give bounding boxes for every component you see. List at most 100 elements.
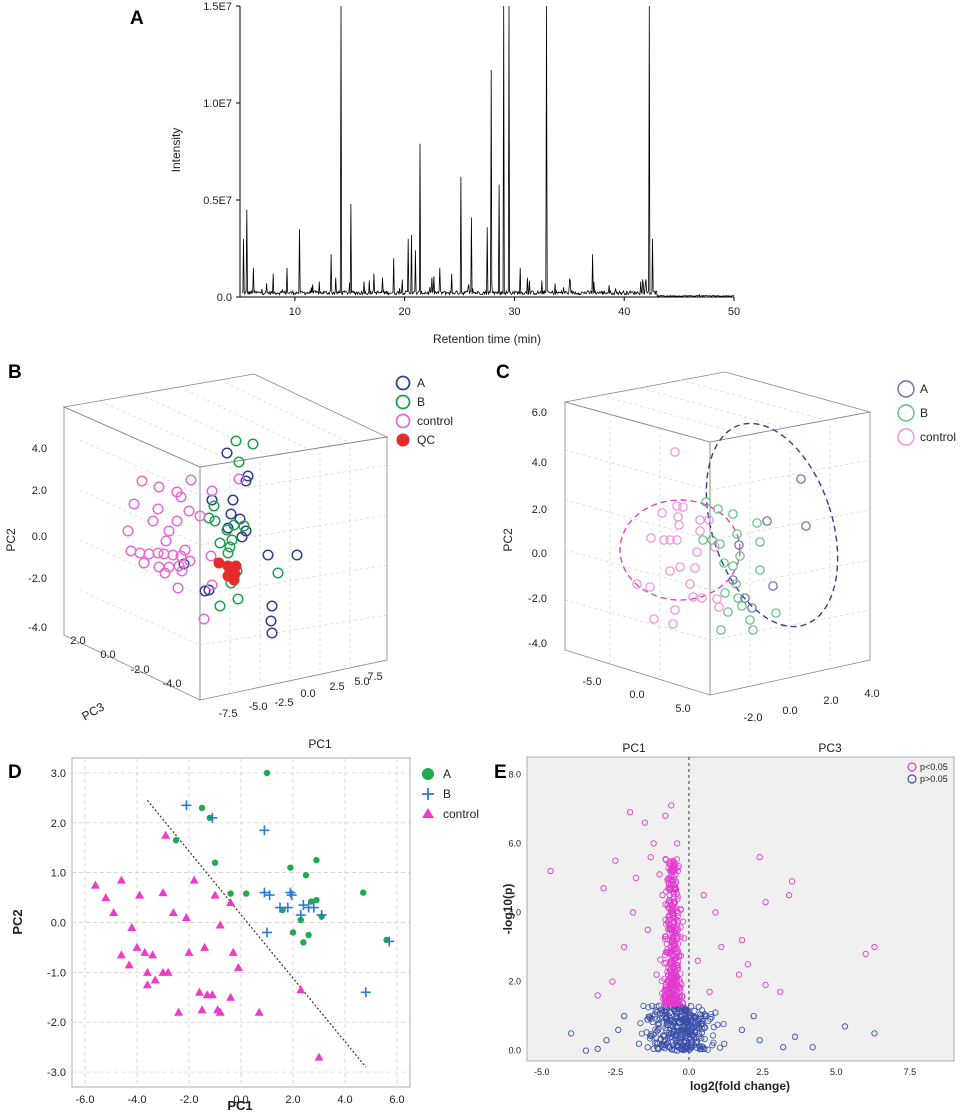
panel-e-point-sig — [609, 978, 616, 985]
panel-c-point-a — [740, 593, 750, 603]
panel-e-legend-label: p>0.05 — [920, 774, 948, 784]
panel-e-point-ns — [653, 1003, 660, 1010]
panel-c-point-control — [665, 535, 675, 545]
panel-e-point-ns — [682, 1008, 689, 1016]
panel-e-point-sig — [661, 935, 669, 943]
panel-e-point-sig — [673, 949, 680, 957]
panel-e-point-sig — [661, 1000, 668, 1007]
panel-b-point-control — [183, 505, 195, 517]
panel-e-point-ns — [697, 1013, 704, 1020]
panel-e-point-ns — [621, 1012, 628, 1020]
panel-e-point-ns — [871, 1030, 878, 1037]
panel-e-point-sig — [659, 892, 666, 899]
panel-b-x-tick-label: -2.5 — [275, 697, 294, 709]
panel-b-point-b — [214, 537, 226, 549]
panel-d-legend-label: control — [443, 807, 479, 821]
panel-e-point-sig — [668, 905, 675, 912]
panel-d-point-b — [262, 927, 272, 938]
panel-e-y-ticks: 8.0 6.0 4.0 2.0 0.0 — [508, 769, 521, 1055]
panel-d-legend-marker — [422, 788, 434, 800]
panel-d-point-control — [116, 875, 126, 884]
panel-e-point-ns — [664, 1039, 671, 1046]
panel-e-point-sig — [672, 1000, 679, 1007]
panel-e-point-ns — [568, 1030, 575, 1037]
panel-d-point-b — [285, 887, 296, 898]
panel-c-y-label: PC2 — [501, 528, 515, 552]
panel-b-y-label: PC2 — [4, 528, 18, 552]
panel-b-point-a — [206, 494, 218, 506]
panel-b-point-control — [176, 565, 188, 577]
panel-e-point-sig — [650, 840, 657, 847]
panel-b-point-control — [128, 498, 140, 510]
panel-e-point-sig — [662, 901, 669, 908]
panel-b-point-control — [122, 525, 134, 537]
panel-c-point-b — [728, 509, 738, 519]
panel-c-x-ticks: -5.0 0.0 5.0 — [583, 676, 691, 715]
panel-b-point-control — [160, 535, 172, 547]
panel-e-point-ns — [679, 1031, 687, 1038]
panel-e-x-tick-label: -2.5 — [608, 1067, 624, 1077]
panel-d-point-control — [226, 898, 236, 907]
panel-d-x-tick-label: 0.0 — [233, 1094, 248, 1106]
panel-e-point-sig — [672, 884, 679, 892]
panel-e-point-ns — [677, 1038, 684, 1045]
panel-a: A 0.0 0.5E7 1.0E7 1.5E7 10 20 30 40 50 Intensit… — [130, 1, 740, 346]
panel-b-point-control — [167, 549, 179, 561]
panel-b-point-a — [266, 600, 278, 612]
panel-c-point-b — [771, 608, 781, 618]
panel-e-point-sig — [667, 957, 674, 965]
panel-e-point-sig — [674, 947, 681, 955]
panel-c-x-tick-label: -5.0 — [583, 676, 602, 688]
panel-d-point-b — [181, 800, 192, 811]
panel-e-point-sig — [676, 985, 683, 992]
panel-b-point-control — [206, 579, 218, 591]
panel-e-point-sig — [785, 892, 793, 899]
panel-d-point-control — [116, 950, 126, 959]
panel-e-x-tick-label: 7.5 — [904, 1067, 917, 1077]
panel-d-point-control — [132, 942, 142, 951]
panel-a-x-tick-label: 30 — [508, 306, 520, 318]
panel-e-point-sig — [673, 998, 680, 1006]
panel-e-point-sig — [661, 960, 668, 967]
panel-c-y-ticks: 6.0 4.0 2.0 0.0 -2.0 -4.0 — [528, 407, 547, 650]
panel-e-point-sig — [670, 964, 677, 971]
panel-e-point-sig — [629, 909, 637, 916]
panel-e-point-sig — [670, 864, 677, 871]
panel-d-point-control — [142, 980, 152, 989]
panel-c-point-control — [672, 501, 682, 511]
panel-d-point-a — [313, 856, 320, 864]
panel-e-point-sig — [662, 855, 669, 863]
panel-d-point-b — [308, 902, 319, 913]
panel-d-x-tick-label: 6.0 — [389, 1094, 404, 1106]
panel-e-point-sig — [681, 935, 688, 942]
panel-d-point-control — [124, 960, 134, 969]
panel-e-point-sig — [667, 897, 674, 904]
panel-c-point-control — [712, 594, 722, 604]
panel-b-x-tick-label: 5.0 — [354, 676, 369, 688]
panel-b-x-tick-label: 0.0 — [300, 688, 315, 700]
panel-e-point-ns — [708, 1014, 715, 1021]
panel-c: C 6.0 4.0 2.0 0.0 -2.0 -4.0 -5.0 0.0 5.0 -2.0 0.… — [496, 362, 956, 755]
panel-b-point-a — [291, 549, 303, 561]
panel-e-point-ns — [738, 1026, 746, 1034]
panel-e-point-sig — [677, 952, 685, 959]
panel-b-point-control — [153, 481, 165, 493]
panel-b-y-tick-label: 4.0 — [32, 443, 47, 455]
panel-c-point-a — [747, 603, 757, 613]
panel-b-point-control — [206, 485, 218, 497]
panel-d-point-control — [189, 875, 199, 884]
panel-c-point-control — [649, 614, 659, 624]
panel-e-point-ns — [651, 1039, 658, 1047]
panel-e-point-sig — [657, 956, 664, 963]
panel-b-legend-label: A — [417, 376, 425, 390]
panel-e-point-ns — [685, 1023, 692, 1030]
panel-e-point-ns — [709, 1032, 717, 1039]
panel-c-point-b — [735, 551, 745, 561]
panel-b-y-tick-label: -2.0 — [28, 573, 47, 585]
panel-b-legend-label: B — [417, 395, 425, 409]
panel-b-point-a — [262, 549, 274, 561]
panel-e-point-sig — [674, 964, 681, 972]
panel-d-x-tick-label: 4.0 — [337, 1094, 352, 1106]
panel-c-point-control — [670, 447, 680, 457]
panel-e-point-ns — [721, 1040, 728, 1047]
